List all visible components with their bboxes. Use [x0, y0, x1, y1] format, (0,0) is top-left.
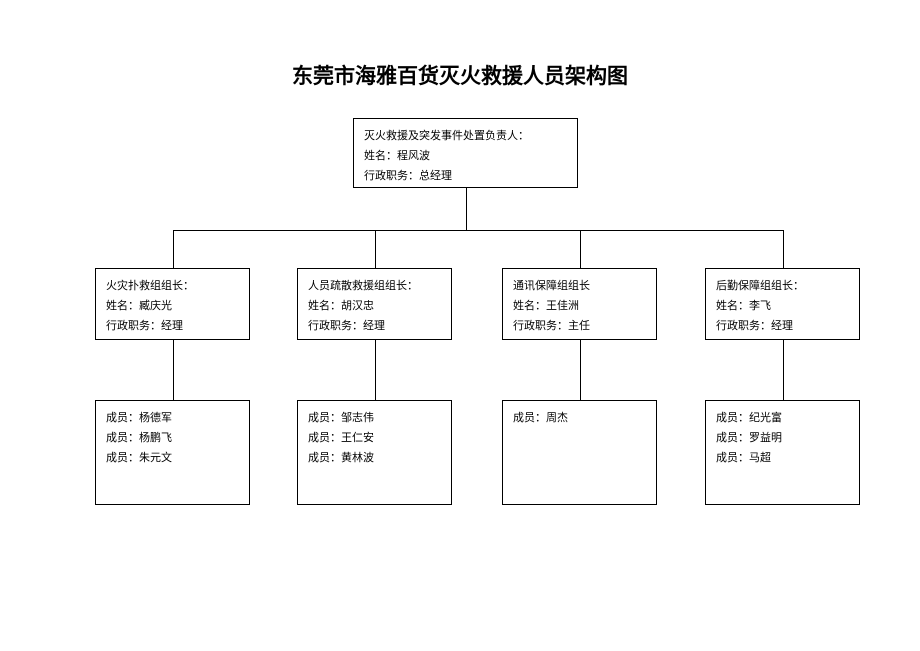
leader-1-line3: 行政职务：经理: [308, 317, 441, 337]
member-0-line-0: 成员：杨德军: [106, 409, 239, 429]
member-3-line-2: 成员：马超: [716, 449, 849, 469]
member-1-line-0: 成员：邹志伟: [308, 409, 441, 429]
leader-3-line2: 姓名：李飞: [716, 297, 849, 317]
group-members-0: 成员：杨德军成员：杨鹏飞成员：朱元文: [95, 400, 250, 505]
member-3-line-0: 成员：纪光富: [716, 409, 849, 429]
connector-line: [783, 340, 784, 400]
root-line2: 姓名：程风波: [364, 147, 567, 167]
connector-line: [466, 188, 467, 230]
group-members-1: 成员：邹志伟成员：王仁安成员：黄林波: [297, 400, 452, 505]
leader-1-line2: 姓名：胡汉忠: [308, 297, 441, 317]
member-1-line-2: 成员：黄林波: [308, 449, 441, 469]
group-members-3: 成员：纪光富成员：罗益明成员：马超: [705, 400, 860, 505]
group-leader-2: 通讯保障组组长 姓名：王佳洲 行政职务：主任: [502, 268, 657, 340]
root-line1: 灭火救援及突发事件处置负责人：: [364, 127, 567, 147]
connector-line: [580, 340, 581, 400]
group-members-2: 成员：周杰: [502, 400, 657, 505]
leader-3-line3: 行政职务：经理: [716, 317, 849, 337]
member-0-line-1: 成员：杨鹏飞: [106, 429, 239, 449]
member-3-line-1: 成员：罗益明: [716, 429, 849, 449]
leader-2-line2: 姓名：王佳洲: [513, 297, 646, 317]
page-title: 东莞市海雅百货灭火救援人员架构图: [0, 60, 920, 90]
leader-1-line1: 人员疏散救援组组长：: [308, 277, 441, 297]
connector-line: [173, 230, 783, 231]
group-leader-1: 人员疏散救援组组长： 姓名：胡汉忠 行政职务：经理: [297, 268, 452, 340]
leader-0-line2: 姓名：臧庆光: [106, 297, 239, 317]
leader-0-line3: 行政职务：经理: [106, 317, 239, 337]
connector-line: [580, 230, 581, 268]
group-leader-0: 火灾扑救组组长： 姓名：臧庆光 行政职务：经理: [95, 268, 250, 340]
member-2-line-0: 成员：周杰: [513, 409, 646, 429]
connector-line: [173, 230, 174, 268]
leader-0-line1: 火灾扑救组组长：: [106, 277, 239, 297]
connector-line: [783, 230, 784, 268]
connector-line: [173, 340, 174, 400]
leader-2-line3: 行政职务：主任: [513, 317, 646, 337]
group-leader-3: 后勤保障组组长： 姓名：李飞 行政职务：经理: [705, 268, 860, 340]
leader-3-line1: 后勤保障组组长：: [716, 277, 849, 297]
root-node: 灭火救援及突发事件处置负责人： 姓名：程风波 行政职务：总经理: [353, 118, 578, 188]
root-line3: 行政职务：总经理: [364, 167, 567, 187]
leader-2-line1: 通讯保障组组长: [513, 277, 646, 297]
member-0-line-2: 成员：朱元文: [106, 449, 239, 469]
connector-line: [375, 230, 376, 268]
connector-line: [375, 340, 376, 400]
member-1-line-1: 成员：王仁安: [308, 429, 441, 449]
